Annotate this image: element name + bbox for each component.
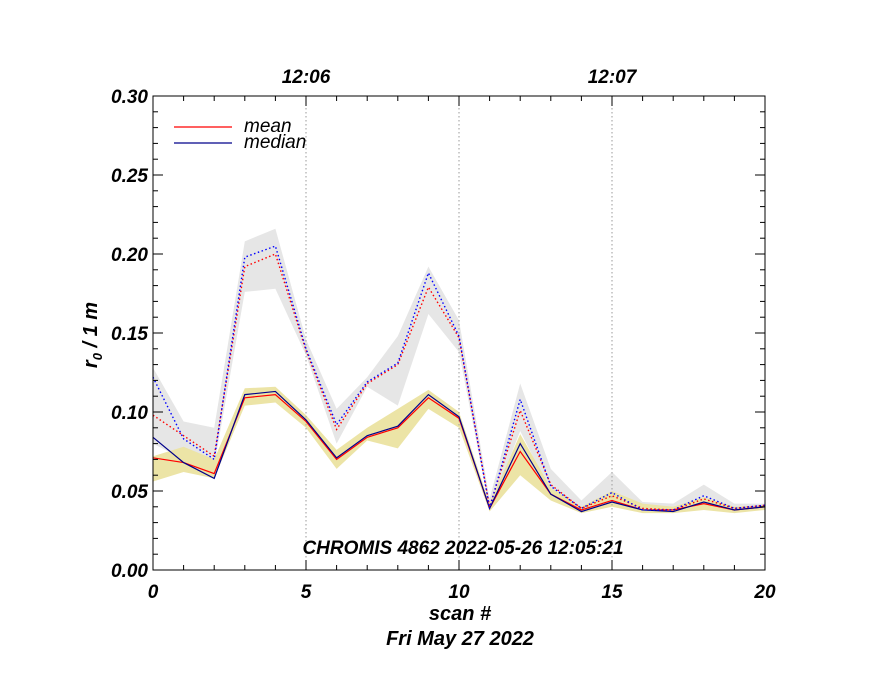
top-time-label-0: 12:06	[282, 67, 331, 88]
top-time-label-1: 12:07	[588, 67, 638, 88]
x-tick-label-20: 20	[753, 582, 776, 603]
legend-label-mean: mean	[244, 116, 292, 137]
band-1	[153, 386, 765, 514]
y-tick-label-6: 0.30	[111, 87, 148, 108]
x-tick-label-5: 5	[301, 582, 312, 603]
x-axis-title: scan #	[429, 603, 492, 625]
series-median-dotted	[152, 245, 766, 511]
series-median-solid	[152, 390, 766, 513]
y-axis-title-rest: / 1 m	[80, 302, 102, 353]
y-tick-label-0: 0.00	[111, 561, 148, 582]
y-tick-label-5: 0.25	[111, 166, 148, 187]
y-tick-label-4: 0.20	[111, 245, 148, 266]
band-layer	[153, 228, 765, 514]
chart-annotation: CHROMIS 4862 2022-05-26 12:05:21	[302, 538, 623, 559]
y-axis-title: r0 / 1 m	[80, 302, 105, 368]
y-axis-title-main: r	[80, 359, 102, 368]
x-tick-label-0: 0	[148, 582, 159, 603]
tick-labels: 0 5 10 15 20 0.00 0.05 0.10 0.15 0.20 0.25 0.30 12:0…	[111, 67, 776, 603]
legend: mean median	[174, 116, 306, 153]
axis-ticks	[152, 95, 766, 571]
y-tick-label-3: 0.15	[111, 324, 148, 345]
time-gridlines	[305, 96, 613, 570]
y-tick-label-1: 0.05	[111, 482, 148, 503]
series-mean-dotted	[152, 253, 766, 511]
y-tick-label-2: 0.10	[111, 403, 148, 424]
x-tick-label-15: 15	[601, 582, 623, 603]
x-tick-label-10: 10	[448, 582, 470, 603]
series-layer	[152, 245, 766, 513]
legend-label-median: median	[244, 132, 306, 153]
y-axis-title-subscript: 0	[90, 352, 105, 360]
x-axis-date: Fri May 27 2022	[386, 628, 534, 650]
